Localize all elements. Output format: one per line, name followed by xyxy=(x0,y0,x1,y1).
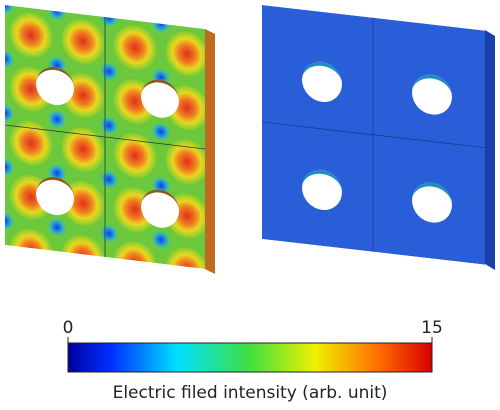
colorbar xyxy=(67,342,433,373)
tick-label: 0 xyxy=(63,318,74,338)
field-plate xyxy=(5,5,215,274)
blue-plate xyxy=(262,5,495,270)
colorbar-label: Electric filed intensity (arb. unit) xyxy=(113,383,388,403)
tick-label: 15 xyxy=(421,318,443,338)
